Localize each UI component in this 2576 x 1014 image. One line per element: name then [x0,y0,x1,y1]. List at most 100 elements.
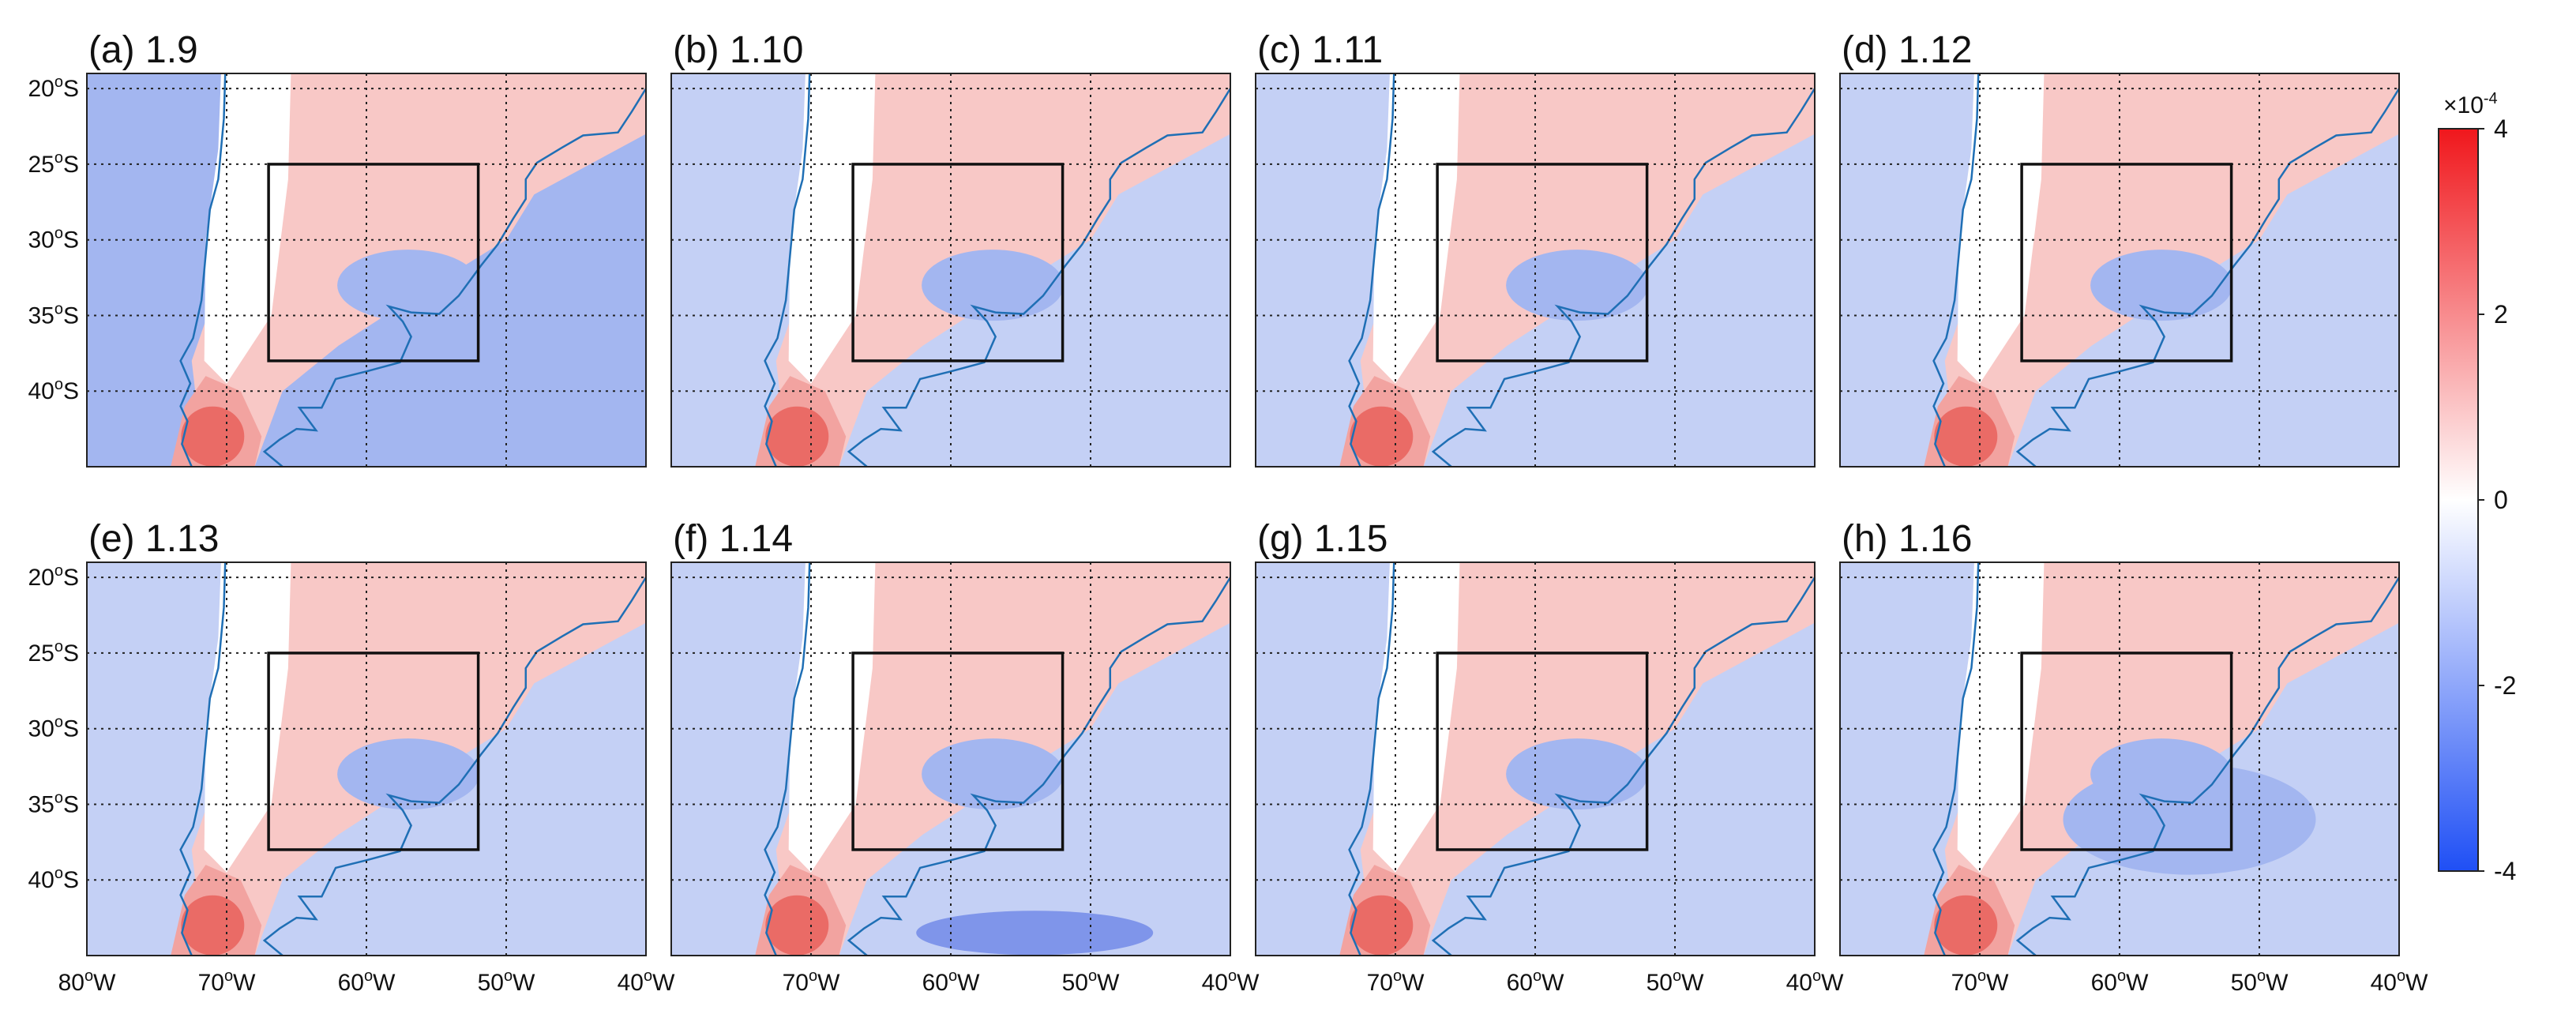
x-tick-label: 40oW [1786,967,1845,996]
x-tick-label: 70oW [783,967,841,996]
study-box [267,163,480,362]
negative-anomaly-area [922,250,1065,321]
panel-frame [1839,73,2400,468]
panel-b: (b) 1.10 [670,29,1231,468]
negative-anomaly-area [337,738,480,810]
x-tick-label: 70oW [198,967,257,996]
panel-frame [670,73,1231,468]
negative-anomaly-area [922,738,1065,810]
y-tick-label: 35oS [28,789,79,817]
negative-anomaly-area [1506,250,1649,321]
panel-title: (e) 1.13 [88,518,219,560]
colorbar-tick-label: -2 [2494,671,2516,700]
east-coastline [2015,576,2399,956]
panel-e: (e) 1.13 [86,518,647,956]
panel-frame [1255,73,1816,468]
panels-layer: (a) 1.9 (b) 1.10 (c) 1.11 (d) 1.12 (e) 1.13 (… [86,29,2400,956]
colorbar-gradient [2438,128,2479,872]
west-coastline [1348,562,1395,956]
east-coastline [262,576,646,956]
x-tick-label: 60oW [2091,967,2150,996]
study-box [2020,652,2233,851]
panel-title: (b) 1.10 [673,29,803,71]
west-coastline [1348,73,1395,467]
panel-g: (g) 1.15 [1255,518,1816,956]
x-tick-label: 70oW [1951,967,2010,996]
x-tick-label: 80oW [58,967,117,996]
panel-frame [86,73,647,468]
anomaly-field [1256,73,1815,467]
positive-anomaly-max [181,895,245,956]
west-coastline [1932,562,1980,956]
east-coastline [847,576,1230,956]
y-tick-label: 25oS [28,638,79,667]
east-coastline [262,88,646,467]
positive-anomaly-max [1934,406,1998,467]
west-coastline [179,562,227,956]
colorbar-tick-label: -4 [2494,857,2516,885]
panel-title: (d) 1.12 [1842,29,1972,71]
study-box [267,652,480,851]
x-axis-labels: 80oW 70oW 60oW 50oW 40oW 70oW 60oW 50oW 40oW 70oW… [58,967,2429,996]
positive-anomaly-max [1350,895,1414,956]
x-tick-label: 40oW [1202,967,1260,996]
x-tick-label: 50oW [478,967,536,996]
study-box [1436,652,1649,851]
x-tick-label: 50oW [2231,967,2289,996]
panel-frame [670,561,1231,956]
positive-anomaly-max [1350,406,1414,467]
west-coastline [1932,73,1980,467]
y-tick-label: 20oS [28,562,79,591]
y-tick-label: 40oS [28,865,79,893]
panel-h: (h) 1.16 [1839,518,2400,956]
x-tick-label: 40oW [618,967,676,996]
panel-c: (c) 1.11 [1255,29,1816,468]
colorbar-tick-label: 2 [2494,300,2508,329]
x-tick-label: 60oW [1507,967,1565,996]
panel-title: (h) 1.16 [1842,518,1972,560]
positive-anomaly-max [765,406,829,467]
x-tick-label: 40oW [2371,967,2429,996]
study-box [2020,163,2233,362]
positive-anomaly-max [1934,895,1998,956]
panel-frame [1839,561,2400,956]
east-coastline [1431,88,1815,467]
panel-frame [86,561,647,956]
y-axis-labels: 20oS 25oS 30oS 35oS 40oS 20oS 25oS 30oS 35oS 40oS [28,73,79,893]
colorbar-tick-label: 0 [2494,486,2508,514]
negative-anomaly-area [2090,250,2233,321]
panel-title: (a) 1.9 [88,29,198,71]
y-tick-label: 20oS [28,73,79,102]
west-coastline [179,73,227,467]
y-tick-label: 35oS [28,300,79,329]
panel-title: (g) 1.15 [1257,518,1388,560]
west-coastline [764,73,811,467]
x-tick-label: 60oW [338,967,396,996]
west-coastline [764,562,811,956]
negative-anomaly-max [2063,764,2316,875]
east-coastline [2015,88,2399,467]
east-coastline [847,88,1230,467]
y-tick-label: 30oS [28,714,79,742]
negative-anomaly-area [337,250,480,321]
panel-frame [1255,561,1816,956]
study-box [851,652,1065,851]
east-coastline [1431,576,1815,956]
colorbar-scale-label: ×10-4 [2443,90,2498,118]
study-box [1436,163,1649,362]
negative-anomaly-max [916,911,1154,956]
x-tick-label: 50oW [1647,967,1705,996]
panel-f: (f) 1.14 [670,518,1231,956]
negative-anomaly-area [1506,738,1649,810]
colorbar: 4 2 0 -2 -4 ×10-4 [2438,90,2516,885]
y-tick-label: 25oS [28,149,79,178]
x-tick-label: 50oW [1062,967,1121,996]
y-tick-label: 40oS [28,376,79,404]
panel-a: (a) 1.9 [86,29,647,468]
x-tick-label: 60oW [922,967,981,996]
panel-d: (d) 1.12 [1839,29,2400,468]
panel-title: (f) 1.14 [673,518,793,560]
study-box [851,163,1065,362]
x-tick-label: 70oW [1367,967,1425,996]
